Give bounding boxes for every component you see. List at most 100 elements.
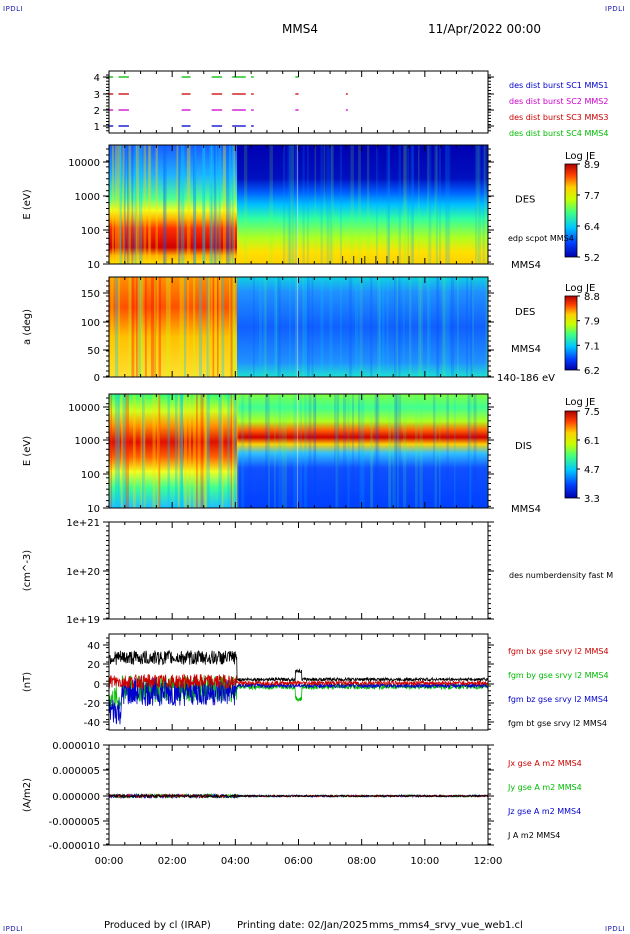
current-component-trace — [109, 792, 488, 800]
colorbar-title: Log JE — [565, 151, 595, 162]
colorbar — [564, 295, 578, 371]
produced-by: Produced by cl (IRAP) — [104, 920, 211, 931]
colorbar-tick: 4.7 — [584, 465, 600, 476]
corner-logo-left: IPDLI — [3, 5, 24, 13]
legend-entry: des numberdensity fast M — [509, 571, 613, 580]
y-tick-label: 1000 — [75, 436, 100, 447]
y-axis-label: a (deg) — [22, 309, 33, 345]
colorbar-tick: 7.7 — [584, 191, 600, 202]
y-tick-label: 1e+20 — [66, 567, 100, 578]
panel-frame — [108, 70, 489, 134]
instrument-label: DES — [515, 195, 535, 206]
panel-frame — [108, 521, 489, 620]
y-axis-label: (nT) — [22, 672, 33, 692]
plot-filename: mms_mms4_srvy_vue_web1.cl — [369, 920, 523, 931]
y-tick-label: 10 — [87, 504, 100, 515]
y-tick-label: 3 — [94, 90, 100, 101]
current-component-trace — [109, 793, 488, 799]
colorbar-tick: 5.2 — [584, 253, 600, 264]
colorbar-tick: 7.9 — [584, 317, 600, 328]
legend-entry: des dist burst SC4 MMS4 — [509, 129, 608, 138]
colorbar-tick: 8.8 — [584, 292, 600, 303]
legend-entry: fgm by gse srvy l2 MMS4 — [508, 671, 609, 680]
burst-flag-bars — [109, 76, 348, 127]
y-tick-label: 0 — [94, 680, 100, 691]
colorbar — [564, 410, 578, 499]
colorbar-tick: 6.2 — [584, 366, 600, 377]
y-tick-label: 2 — [94, 106, 100, 117]
spacecraft-label: MMS4 — [511, 344, 541, 355]
legend-entry: fgm bx gse srvy l2 MMS4 — [508, 647, 609, 656]
colorbar-tick: 7.5 — [584, 407, 600, 418]
colorbar-tick: 7.1 — [584, 341, 600, 352]
legend-entry: fgm bt gse srvy l2 MMS4 — [508, 719, 607, 728]
y-tick-label: 10000 — [68, 158, 100, 169]
y-tick-label: 150 — [81, 289, 100, 300]
dis-energy-spectrogram — [109, 394, 488, 508]
spacecraft-title: MMS4 — [282, 22, 318, 36]
corner-logo-right: IPDLI — [605, 5, 626, 13]
colorbar-title: Log JE — [565, 397, 595, 408]
y-tick-label: 40 — [87, 641, 100, 652]
x-tick-label: 04:00 — [221, 856, 250, 867]
legend-entry: des dist burst SC2 MMS2 — [509, 97, 608, 106]
panel-frames — [103, 70, 580, 846]
y-tick-label: -0.000005 — [49, 817, 100, 828]
y-tick-label: 1000 — [75, 192, 100, 203]
legend-entry: J A m2 MMS4 — [507, 831, 560, 840]
legend-entry: fgm bz gse srvy l2 MMS4 — [508, 695, 608, 704]
y-tick-label: -20 — [84, 699, 100, 710]
x-tick-label: 10:00 — [410, 856, 439, 867]
legend-entry: des dist burst SC3 MMS3 — [509, 113, 608, 122]
y-tick-label: 0.000005 — [52, 766, 100, 777]
y-tick-label: 1e+19 — [66, 615, 100, 626]
spacecraft-label: MMS4 — [511, 504, 541, 515]
x-tick-label: 12:00 — [474, 856, 503, 867]
field-component-trace — [109, 649, 488, 683]
x-tick-label: 00:00 — [95, 856, 124, 867]
colorbar-title: Log JE — [565, 283, 595, 294]
y-tick-label: 10000 — [68, 403, 100, 414]
y-tick-label: 10 — [87, 260, 100, 271]
y-tick-label: -0.000010 — [49, 841, 100, 852]
y-tick-label: 0.000010 — [52, 741, 100, 752]
instrument-label: DES — [515, 307, 535, 318]
y-tick-label: 1 — [94, 122, 100, 133]
y-tick-label: 4 — [94, 73, 100, 84]
y-tick-label: 100 — [81, 318, 100, 329]
y-tick-label: 100 — [81, 226, 100, 237]
colorbar-tick: 3.3 — [584, 494, 600, 505]
colorbar — [564, 163, 578, 258]
legend-entry: Jz gse A m2 MMS4 — [507, 807, 581, 816]
instrument-label: DIS — [515, 441, 532, 452]
colorbar-tick: 6.1 — [584, 436, 600, 447]
legend-entry: des dist burst SC1 MMS1 — [509, 81, 608, 90]
legend-entry: Jy gse A m2 MMS4 — [507, 783, 582, 792]
magnetic-field-traces — [109, 649, 488, 725]
y-tick-label: 20 — [87, 660, 100, 671]
x-tick-label: 08:00 — [347, 856, 376, 867]
spacecraft-label: MMS4 — [511, 260, 541, 271]
energy-range-label: 140-186 eV — [497, 373, 555, 384]
y-tick-label: -40 — [84, 718, 100, 729]
y-tick-label: 0.000000 — [52, 792, 100, 803]
y-axis-label: (A/m2) — [22, 778, 33, 812]
y-tick-label: 1e+21 — [66, 518, 100, 529]
legend-entry: Jx gse A m2 MMS4 — [507, 759, 582, 768]
y-tick-label: 50 — [87, 346, 100, 357]
colorbar-tick: 8.9 — [584, 160, 600, 171]
start-date: 11/Apr/2022 00:00 — [428, 22, 542, 36]
field-component-trace — [109, 677, 488, 725]
x-tick-label: 02:00 — [158, 856, 187, 867]
current-density-traces — [109, 792, 488, 800]
overlay-label: edp scpot MMS4 — [508, 234, 574, 243]
y-tick-label: 0 — [94, 373, 100, 384]
des-energy-spectrogram — [109, 145, 488, 264]
y-axis-label: E (eV) — [22, 436, 33, 466]
x-tick-label: 06:00 — [284, 856, 313, 867]
printing-date: Printing date: 02/Jan/2025 — [237, 920, 369, 931]
corner-logo-bottom-left: IPDLI — [3, 925, 24, 933]
y-axis-label: E (eV) — [22, 189, 33, 219]
field-component-trace — [109, 673, 488, 690]
